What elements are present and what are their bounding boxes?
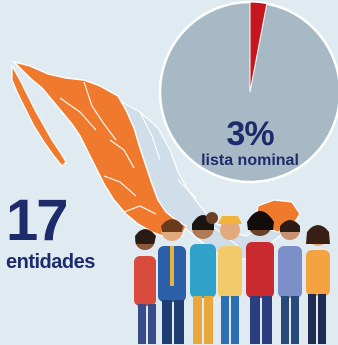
person-4 <box>218 216 242 344</box>
baja-california <box>11 63 67 167</box>
pie-slice-highlight <box>249 1 268 93</box>
states-count: 17 <box>6 188 69 253</box>
person-5 <box>246 211 274 344</box>
pie-chart <box>158 0 338 184</box>
pie-label-block: 3% lista nominal <box>196 116 304 170</box>
people-illustration <box>134 211 330 344</box>
state-borders <box>59 81 239 247</box>
pie-percentage: 3% <box>226 115 274 153</box>
person-8 <box>206 212 218 224</box>
mexico-map-highlighted-states <box>11 60 187 239</box>
person-6 <box>278 220 302 344</box>
states-count-block: 17 entidades <box>6 188 95 274</box>
person-7 <box>306 225 330 344</box>
person-1 <box>134 229 156 344</box>
states-label: entidades <box>6 251 95 273</box>
person-2 <box>158 219 186 344</box>
pie-caption: lista nominal <box>201 152 299 169</box>
